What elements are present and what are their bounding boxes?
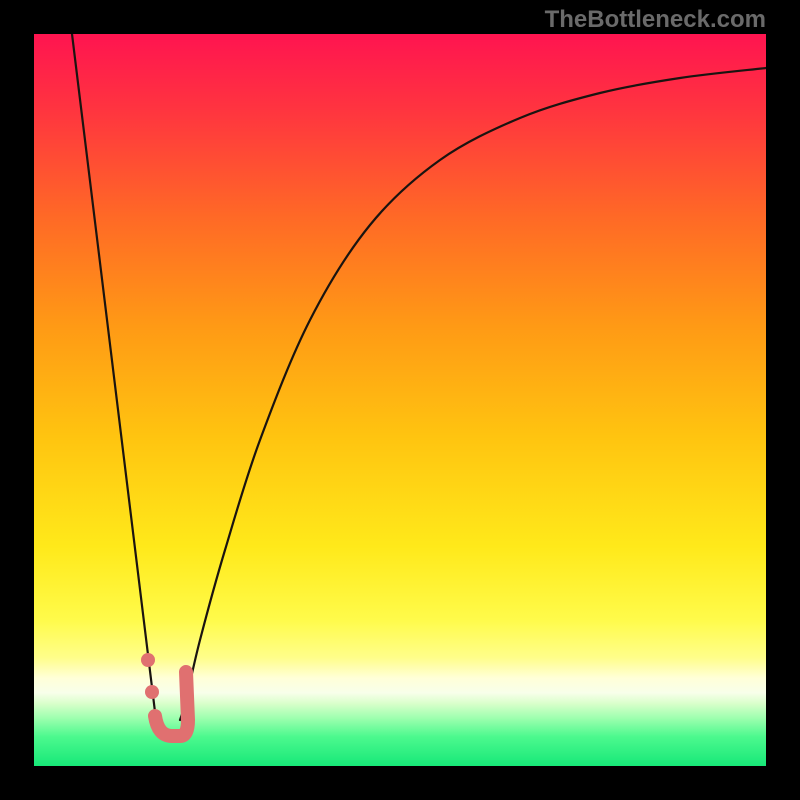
marker-dot-0: [141, 653, 155, 667]
marker-dot-1: [145, 685, 159, 699]
bottleneck-chart: [0, 0, 800, 800]
watermark-text: TheBottleneck.com: [545, 6, 766, 34]
chart-container: TheBottleneck.com: [0, 0, 800, 800]
